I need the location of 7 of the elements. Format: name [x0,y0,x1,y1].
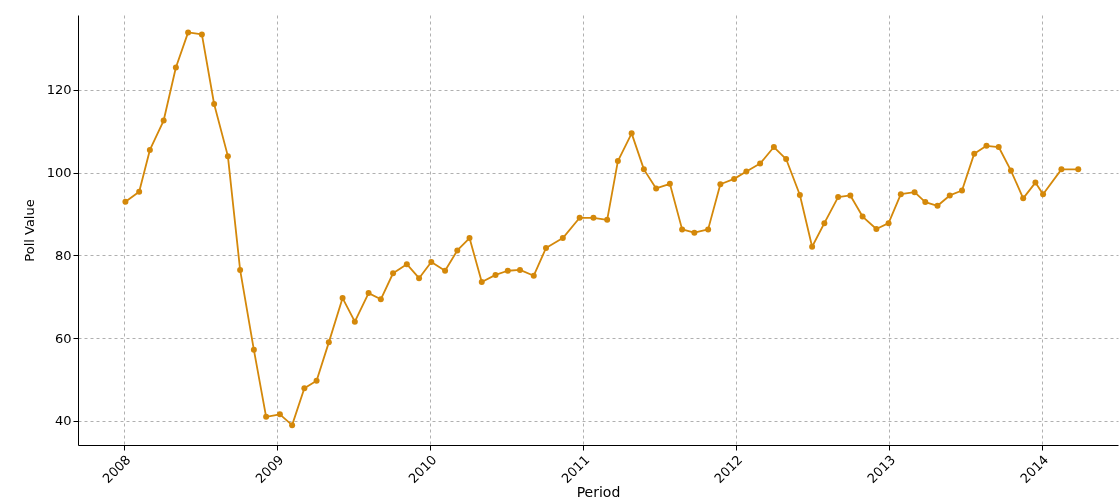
y-tick-label: 40 [54,413,72,429]
y-tick-label: 120 [46,82,72,98]
y-tick-label: 100 [46,165,72,181]
y-tick-label: 80 [54,247,72,263]
y-axis-title: Poll Value [21,199,37,262]
y-tick-label: 60 [54,330,72,346]
x-axis-title: Period [576,484,621,501]
